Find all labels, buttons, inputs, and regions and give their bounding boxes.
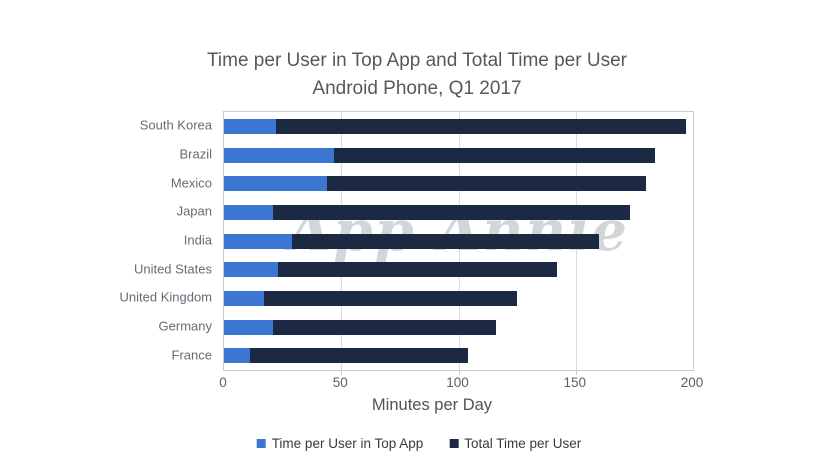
- bar-total-time: [224, 348, 468, 364]
- tick-mark-150: [575, 370, 577, 375]
- bar-total-time: [224, 262, 557, 278]
- plot-area: App Annie: [223, 111, 694, 375]
- category-label: United Kingdom: [119, 289, 213, 305]
- bar-top-app-time: [224, 233, 292, 249]
- tick-mark-100: [458, 370, 460, 375]
- x-tick-label-0: 0: [219, 375, 227, 390]
- category-label: United States: [133, 261, 212, 277]
- legend-swatch-icon: [449, 439, 459, 448]
- tick-mark-50: [341, 370, 343, 375]
- chart-title: Time per User in Top App and Total Time …: [117, 47, 717, 103]
- legend-swatch-icon: [256, 439, 266, 448]
- bar-top-app-time: [224, 147, 335, 163]
- x-axis-title: Minutes per Day: [371, 396, 493, 414]
- category-label: France: [171, 347, 212, 363]
- category-label: Mexico: [170, 175, 212, 191]
- x-tick-label-200: 200: [680, 375, 704, 390]
- bar-top-app-time: [224, 204, 274, 220]
- bar-top-app-time: [224, 348, 250, 364]
- bar-top-app-time: [224, 262, 278, 278]
- bar-total-time: [224, 176, 647, 192]
- x-axis-tick-labels: 0 50 100 150 200: [219, 375, 703, 391]
- x-tick-label-150: 150: [563, 375, 587, 390]
- x-tick-label-50: 50: [332, 375, 348, 390]
- bar-top-app-time: [224, 176, 328, 192]
- chart-title-line1: Time per User in Top App and Total Time …: [207, 50, 627, 71]
- chart-legend: Time per User in Top App Total Time per U…: [256, 436, 581, 451]
- y-axis-labels: South Korea Brazil Mexico Japan India United …: [0, 111, 213, 369]
- category-label: South Korea: [139, 117, 212, 133]
- category-label: Brazil: [179, 146, 212, 162]
- chart-title-line2: Android Phone, Q1 2017: [312, 78, 522, 99]
- category-label: Japan: [176, 203, 212, 219]
- legend-label: Time per User in Top App: [271, 436, 424, 451]
- legend-label: Total Time per User: [464, 436, 582, 451]
- bar-total-time: [224, 204, 630, 220]
- bar-top-app-time: [224, 118, 276, 134]
- bar-total-time: [224, 319, 497, 335]
- bar-total-time: [224, 290, 518, 306]
- category-label: Germany: [158, 318, 212, 334]
- bar-total-time: [224, 233, 600, 249]
- bar-top-app-time: [224, 290, 264, 306]
- legend-item: Time per User in Top App: [256, 436, 424, 451]
- bar-top-app-time: [224, 319, 274, 335]
- legend-item: Total Time per User: [449, 436, 581, 451]
- bar-total-time: [224, 118, 686, 134]
- category-label: India: [183, 232, 212, 248]
- x-tick-label-100: 100: [446, 375, 469, 390]
